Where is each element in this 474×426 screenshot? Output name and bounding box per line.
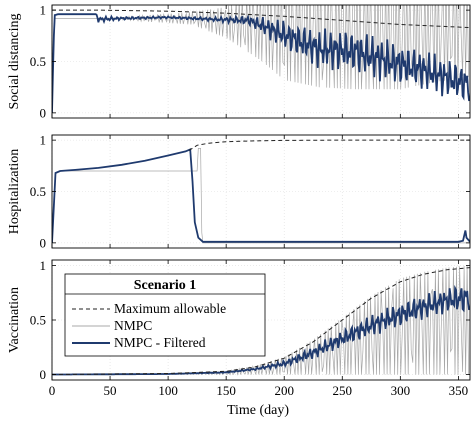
y-axis-label-vaccine: Vaccination <box>7 287 22 353</box>
y-tick-label: 0 <box>40 105 47 120</box>
x-tick-label: 100 <box>158 383 178 398</box>
x-tick-label: 150 <box>216 383 236 398</box>
panel-social: 0 0.5 1 Social distancing <box>7 3 471 120</box>
series-max-line <box>188 139 470 151</box>
y-axis-label-hospital: Hospitalization <box>7 149 22 235</box>
legend-entry-max: Maximum allowable <box>114 301 226 316</box>
legend-entry-nmpc: NMPC <box>114 318 152 333</box>
y-tick-label: 1 <box>40 3 47 18</box>
series-nmpc-line <box>52 5 469 113</box>
panel-hospital: 0 0.5 1 Hospitalization <box>7 133 471 250</box>
y-tick-label: 1 <box>40 258 47 273</box>
x-tick-label: 200 <box>274 383 294 398</box>
axes-frame <box>51 134 471 249</box>
x-tick-label: 350 <box>449 383 469 398</box>
legend: Scenario 1 Maximum allowable NMPC NMPC -… <box>64 273 266 357</box>
plot-area <box>52 265 470 376</box>
x-tick-label: 250 <box>333 383 353 398</box>
series-filtered-line <box>52 148 470 243</box>
x-axis-label: Time (day) <box>227 403 289 418</box>
legend-entry-filtered: NMPC - Filtered <box>114 335 206 350</box>
series-max-line <box>52 9 470 29</box>
series-nmpc-line <box>52 148 470 244</box>
x-tick-label: 50 <box>104 383 117 398</box>
y-axis-label-social: Social distancing <box>7 13 22 109</box>
y-tick-label: 0.5 <box>30 184 46 199</box>
series-max-line <box>52 267 470 375</box>
plot-area <box>52 139 470 244</box>
legend-title: Scenario 1 <box>134 278 197 293</box>
x-tick-label: 0 <box>49 383 56 398</box>
series-filtered-line <box>52 284 470 376</box>
y-tick-label: 0 <box>40 367 47 382</box>
x-tick-label: 300 <box>391 383 411 398</box>
y-tick-label: 1 <box>40 133 47 148</box>
series-filtered-line <box>52 13 470 113</box>
y-tick-label: 0.5 <box>30 54 46 69</box>
y-tick-label: 0.5 <box>30 313 46 328</box>
plot-area <box>52 5 470 113</box>
y-tick-label: 0 <box>40 235 47 250</box>
